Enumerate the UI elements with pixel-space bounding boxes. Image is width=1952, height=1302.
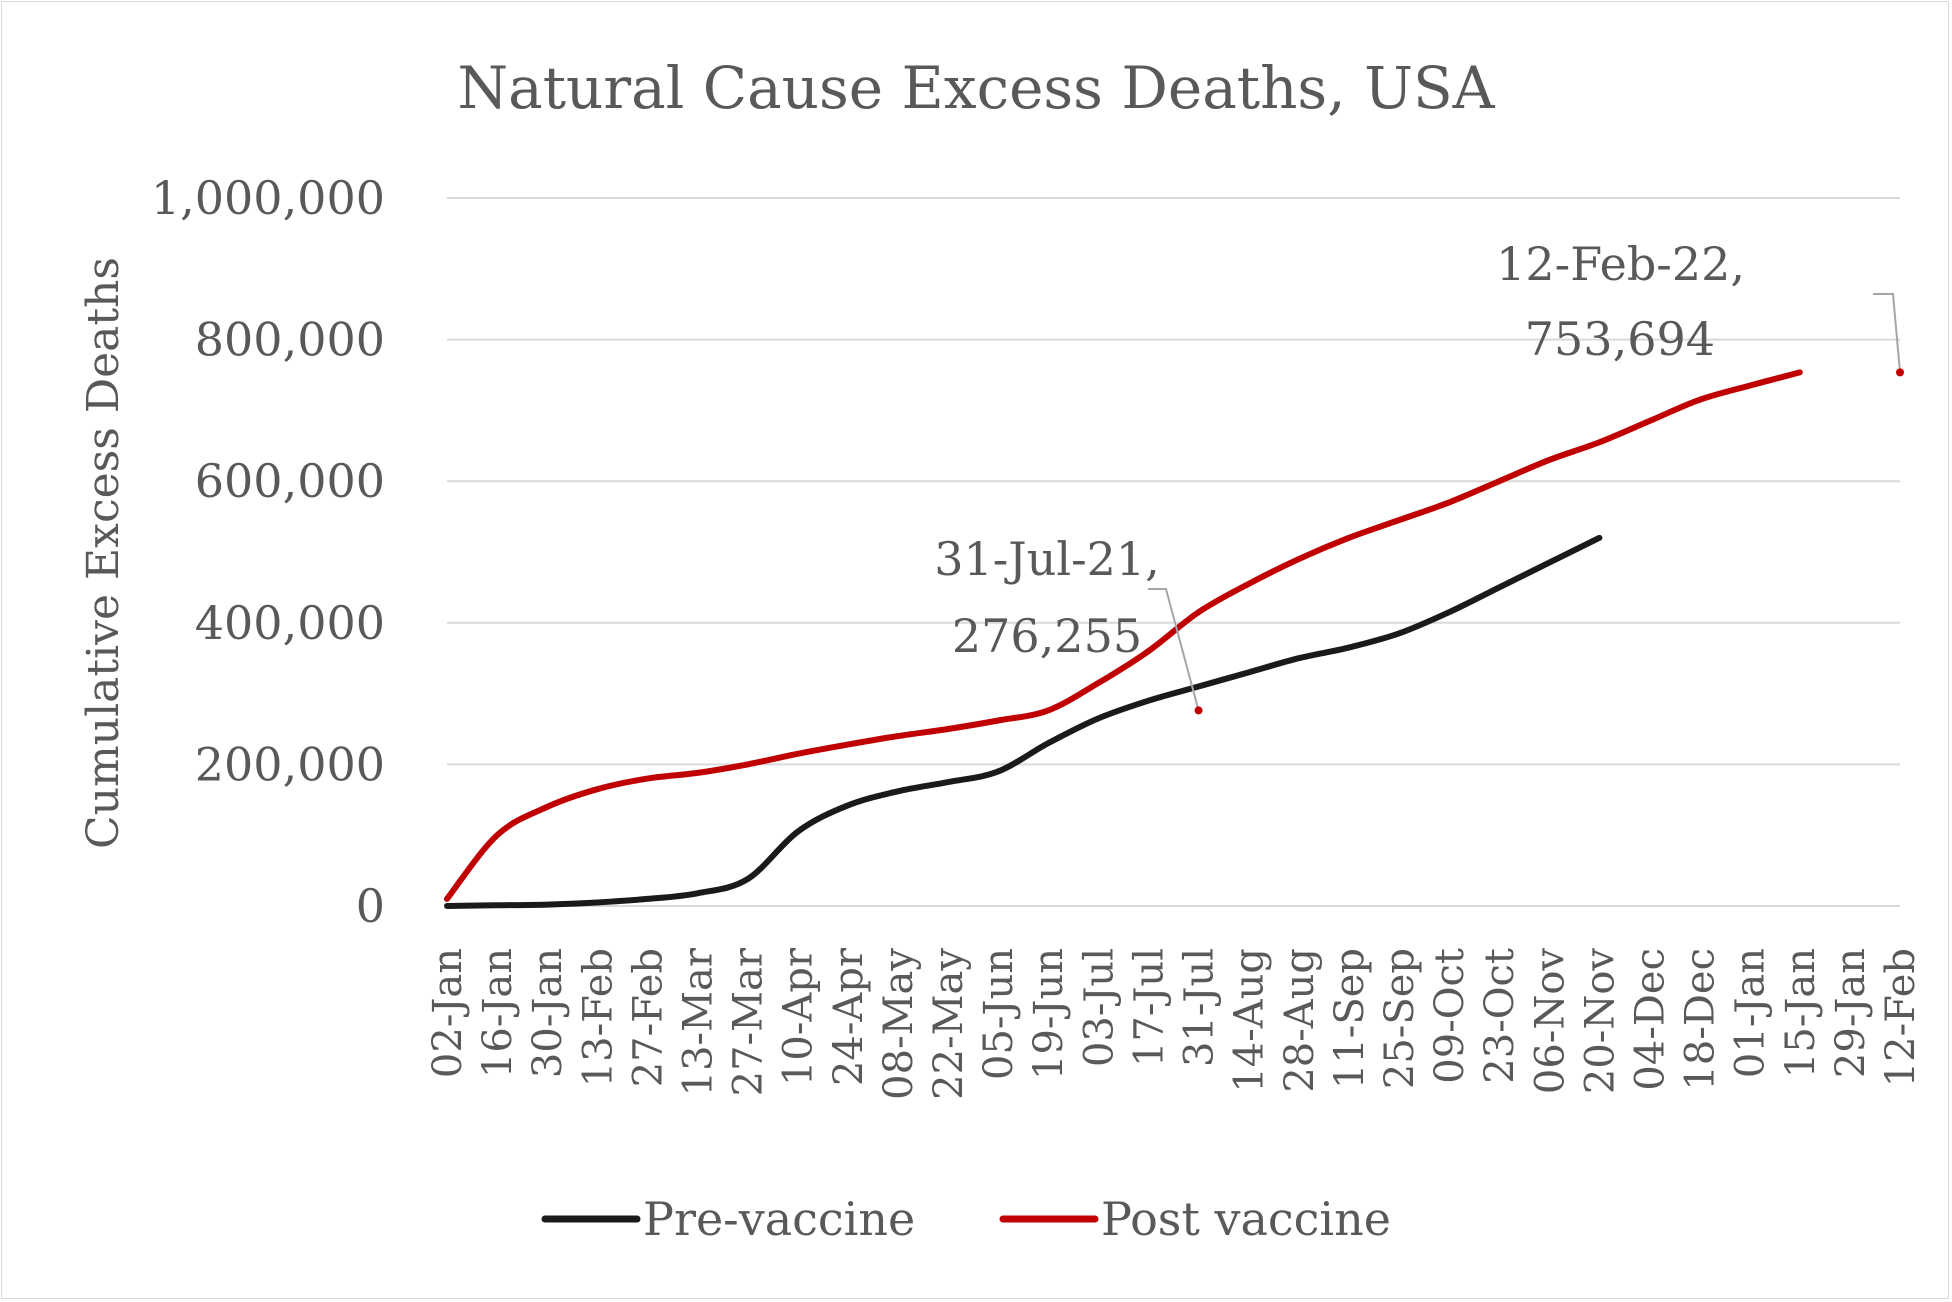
x-tick-label: 09-Oct [1427,948,1473,1084]
annotation-label-date: 12-Feb-22, [1496,237,1745,291]
x-tick-label: 31-Jul [1177,948,1223,1067]
series-line-1 [444,369,1803,902]
y-tick-label: 1,000,000 [151,171,385,225]
x-tick-label: 01-Jan [1728,948,1774,1078]
x-tick-label: 13-Mar [676,947,722,1096]
x-tick-label: 22-May [926,948,972,1100]
legend-label-0: Pre-vaccine [643,1192,915,1246]
annotation-leader [1873,293,1901,373]
x-tick-label: 04-Dec [1627,948,1673,1091]
x-tick-label: 10-Apr [776,947,822,1086]
x-tick-label: 28-Aug [1277,948,1323,1093]
x-tick-label: 20-Nov [1577,948,1623,1094]
chart-title: Natural Cause Excess Deaths, USA [457,54,1495,122]
annotation-label-date: 31-Jul-21, [934,532,1160,586]
x-tick-label: 27-Feb [625,948,671,1087]
annotation-leader [1148,588,1200,711]
x-tick-label: 29-Jan [1828,948,1874,1078]
x-tick-label: 11-Sep [1327,948,1373,1089]
x-tick-label: 19-Jun [1026,948,1072,1080]
x-tick-label: 30-Jan [525,948,571,1078]
x-tick-label: 05-Jun [976,948,1022,1080]
series-line-0 [444,534,1603,909]
x-tick-label: 17-Jul [1126,948,1172,1067]
x-tick-label: 06-Nov [1527,948,1573,1094]
x-tick-label: 12-Feb [1878,948,1924,1087]
annotation-label-value: 753,694 [1525,312,1715,366]
y-axis-label: Cumulative Excess Deaths [78,257,129,849]
x-tick-label: 02-Jan [425,948,471,1078]
y-tick-label: 800,000 [195,313,385,367]
y-tick-label: 0 [356,879,385,933]
x-tick-label: 27-Mar [726,947,772,1096]
x-tick-label: 18-Dec [1678,948,1724,1091]
x-tick-label: 08-May [876,948,922,1100]
x-tick-label: 15-Jan [1778,948,1824,1078]
y-tick-label: 200,000 [195,737,385,791]
x-tick-label: 25-Sep [1377,948,1423,1089]
annotation-point [1896,368,1904,377]
x-tick-label: 13-Feb [575,948,621,1087]
x-tick-label: 23-Oct [1477,948,1523,1084]
x-tick-label: 24-Apr [826,947,872,1086]
annotation-point [1194,706,1203,715]
x-tick-label: 14-Aug [1227,948,1273,1093]
legend-label-1: Post vaccine [1101,1192,1391,1246]
x-tick-label: 16-Jan [475,948,521,1078]
annotation-label-value: 276,255 [952,609,1142,663]
x-tick-label: 03-Jul [1076,948,1122,1067]
y-tick-label: 600,000 [195,454,385,508]
y-tick-label: 400,000 [195,596,385,650]
